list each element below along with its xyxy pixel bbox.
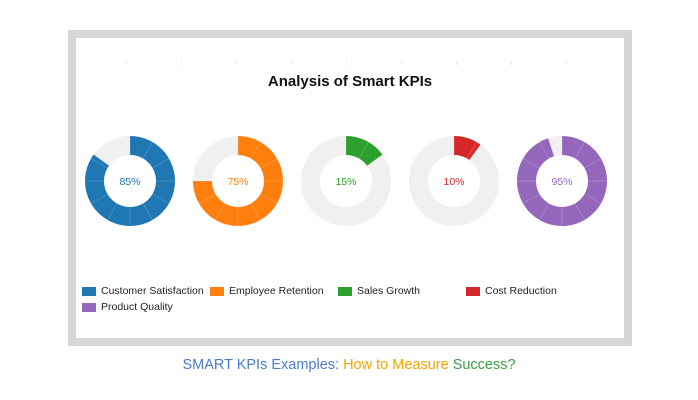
donut-divider xyxy=(90,158,108,169)
donut-divider xyxy=(584,158,602,169)
legend-swatch xyxy=(210,286,224,296)
donut-segment-cost-reduction[interactable] xyxy=(454,136,481,160)
donut-divider xyxy=(215,141,226,159)
donut-divider xyxy=(414,193,432,204)
donut-value-label-product-quality: 95% xyxy=(551,176,572,188)
donut-divider xyxy=(142,141,153,159)
donut-value-label-sales-growth: 15% xyxy=(335,176,356,188)
donut-value-label-employee-retention: 75% xyxy=(227,176,248,188)
legend-label: Product Quality xyxy=(101,301,173,313)
legend-swatch xyxy=(466,286,480,296)
donut-segment-sales-growth[interactable] xyxy=(346,136,383,166)
donut-value-label-customer-satisfaction: 85% xyxy=(119,176,140,188)
donut-divider xyxy=(107,141,118,159)
donut-divider xyxy=(323,203,334,221)
donut-remainder-sales-growth xyxy=(301,136,391,226)
donut-remainder-employee-retention xyxy=(193,136,238,181)
donut-divider xyxy=(574,203,585,221)
donut-divider xyxy=(584,193,602,204)
donut-divider xyxy=(414,158,432,169)
donut-divider xyxy=(476,193,494,204)
donut-divider xyxy=(358,141,369,159)
donut-segment-employee-retention[interactable] xyxy=(193,136,283,226)
caption-part-smart-kpis-examples: SMART KPIs Examples: xyxy=(182,357,344,373)
donut-divider xyxy=(358,203,369,221)
legend-item-product-quality[interactable]: Product Quality xyxy=(82,300,173,314)
donut-divider xyxy=(198,193,216,204)
caption-part-how-to-measure: How to Measure xyxy=(343,357,453,373)
chart-frame: Analysis of Smart KPIs 85% 75% 15% 10% 95% C… xyxy=(68,30,632,346)
donut-divider xyxy=(522,158,540,169)
donut-product-quality: 95% xyxy=(517,136,607,226)
legend-label: Sales Growth xyxy=(357,285,421,297)
legend-item-sales-growth[interactable]: Sales Growth xyxy=(338,284,420,298)
donut-divider xyxy=(107,203,118,221)
donut-segment-customer-satisfaction[interactable] xyxy=(85,136,176,227)
donut-remainder-cost-reduction xyxy=(409,136,499,226)
donut-cost-reduction: 10% xyxy=(409,136,499,226)
donut-charts: 85% 75% 15% 10% 95% xyxy=(85,136,607,227)
legend-swatch xyxy=(82,286,96,296)
donut-divider xyxy=(466,141,477,159)
legend-label: Cost Reduction xyxy=(485,285,557,297)
legend-swatch xyxy=(82,302,96,312)
donut-divider xyxy=(250,141,261,159)
donut-divider xyxy=(539,203,550,221)
donut-divider xyxy=(215,203,226,221)
donut-value-label-cost-reduction: 10% xyxy=(443,176,464,188)
chart-title: Analysis of Smart KPIs xyxy=(267,73,433,90)
donut-remainder-customer-satisfaction xyxy=(93,136,130,166)
donut-divider xyxy=(250,203,261,221)
legend-item-cost-reduction[interactable]: Cost Reduction xyxy=(466,284,557,298)
donut-divider xyxy=(90,193,108,204)
donut-segment-product-quality[interactable] xyxy=(517,136,607,226)
donut-divider xyxy=(574,141,585,159)
donut-divider xyxy=(539,141,550,159)
donut-divider xyxy=(368,193,386,204)
donut-divider xyxy=(260,158,278,169)
donut-remainder-product-quality xyxy=(548,136,562,157)
donut-divider xyxy=(431,203,442,221)
donut-employee-retention: 75% xyxy=(193,136,283,226)
donut-divider xyxy=(431,141,442,159)
caption-part-success: Success? xyxy=(452,357,516,373)
caption: SMART KPIs Examples: How to Measure Succ… xyxy=(0,357,698,373)
donut-divider xyxy=(306,158,324,169)
donut-customer-satisfaction: 85% xyxy=(85,136,176,227)
donut-divider xyxy=(476,158,494,169)
chart-panel: Analysis of Smart KPIs 85% 75% 15% 10% 95% C… xyxy=(76,38,624,338)
donut-divider xyxy=(152,193,170,204)
donut-divider xyxy=(142,203,153,221)
donut-divider xyxy=(368,158,386,169)
donut-divider xyxy=(198,158,216,169)
donut-sales-growth: 15% xyxy=(301,136,391,226)
donut-divider xyxy=(152,158,170,169)
legend-item-customer-satisfaction[interactable]: Customer Satisfaction xyxy=(82,284,204,298)
donut-divider xyxy=(466,203,477,221)
donut-divider xyxy=(522,193,540,204)
donut-divider xyxy=(306,193,324,204)
top-gridline-ticks xyxy=(76,62,624,66)
legend-label: Employee Retention xyxy=(229,285,324,297)
donut-divider xyxy=(260,193,278,204)
legend-item-employee-retention[interactable]: Employee Retention xyxy=(210,284,324,298)
legend-label: Customer Satisfaction xyxy=(101,285,204,297)
donut-divider xyxy=(323,141,334,159)
legend-swatch xyxy=(338,286,352,296)
